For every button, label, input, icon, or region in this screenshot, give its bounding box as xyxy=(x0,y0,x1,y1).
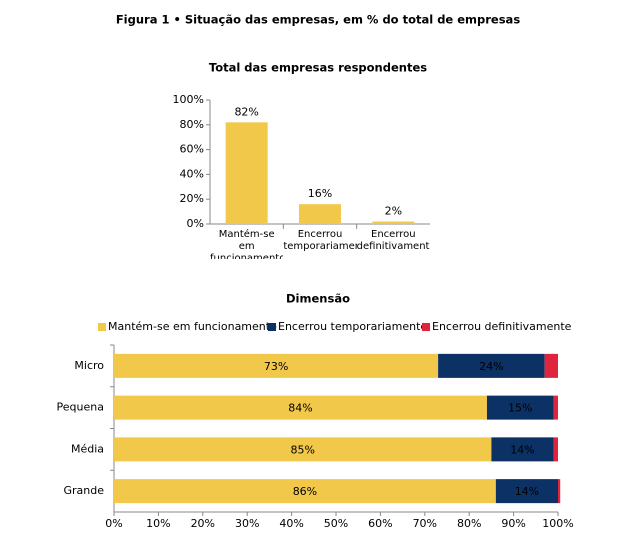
bar xyxy=(372,221,415,224)
bar-segment xyxy=(495,479,558,504)
y-tick-label: 60% xyxy=(180,143,204,156)
y-tick-label: 40% xyxy=(180,167,204,180)
chart-title: Total das empresas respondentes xyxy=(209,61,427,75)
bar-segment xyxy=(491,437,554,462)
bar-segment xyxy=(114,353,439,378)
y-tick-label: 0% xyxy=(187,217,204,230)
value-label: 14% xyxy=(510,443,534,456)
y-tick-label: 20% xyxy=(180,192,204,205)
y-tick-label: Pequena xyxy=(57,401,104,414)
y-tick-label: Micro xyxy=(74,359,104,372)
x-tick-label: Mantém-se em funcionamento xyxy=(210,229,284,259)
figure-title: Figura 1 • Situação das empresas, em % d… xyxy=(116,13,520,27)
x-tick-label: 30% xyxy=(235,517,259,530)
bar-segment xyxy=(114,437,492,462)
x-tick-label: 40% xyxy=(279,517,303,530)
bar-segment xyxy=(544,353,558,378)
bar-segment xyxy=(438,353,545,378)
chart-title: Dimensão xyxy=(286,292,350,306)
x-tick-label: 50% xyxy=(324,517,348,530)
legend-label: Encerrou temporariamente xyxy=(278,320,427,333)
bar-segment xyxy=(114,479,496,504)
x-tick-label: 90% xyxy=(501,517,525,530)
x-tick-label-box: Mantém-se em funcionamento xyxy=(210,229,283,259)
x-tick-label: 80% xyxy=(457,517,481,530)
x-tick-label-box: Encerrou temporariamente xyxy=(283,229,356,252)
y-tick-label: Média xyxy=(71,442,104,455)
x-tick-label: 20% xyxy=(191,517,215,530)
x-tick-label: Encerrou temporariamente xyxy=(283,229,356,252)
x-tick-label: Encerrou definitivamente xyxy=(356,229,430,252)
x-tick-label: 0% xyxy=(105,517,122,530)
legend-swatch xyxy=(98,323,106,331)
value-label: 86% xyxy=(293,485,317,498)
bar xyxy=(299,204,341,224)
y-tick-label: 80% xyxy=(180,118,204,131)
bar xyxy=(225,122,268,224)
value-label: 14% xyxy=(515,485,539,498)
bar-segment xyxy=(486,395,554,420)
value-label: 24% xyxy=(479,360,503,373)
bar-segment xyxy=(114,395,487,420)
legend-label: Mantém-se em funcionamento xyxy=(108,320,277,333)
y-tick-label: Grande xyxy=(63,484,104,497)
value-label: 73% xyxy=(264,360,288,373)
value-label: 85% xyxy=(290,443,314,456)
x-tick-label-box: Encerrou definitivamente xyxy=(356,229,430,252)
x-tick-label: 60% xyxy=(368,517,392,530)
bar-segment xyxy=(558,479,561,504)
bar-segment xyxy=(553,437,558,462)
value-label: 15% xyxy=(508,402,532,415)
value-label: 16% xyxy=(308,187,332,200)
bar-segment xyxy=(553,395,558,420)
value-label: 82% xyxy=(234,105,258,118)
y-tick-label: 100% xyxy=(173,93,204,106)
value-label: 2% xyxy=(385,205,402,218)
x-tick-label: 10% xyxy=(146,517,170,530)
x-tick-label: 70% xyxy=(413,517,437,530)
value-label: 84% xyxy=(288,402,312,415)
legend-swatch xyxy=(422,323,430,331)
legend-swatch xyxy=(268,323,276,331)
x-tick-label: 100% xyxy=(542,517,573,530)
legend-label: Encerrou definitivamente xyxy=(432,320,572,333)
